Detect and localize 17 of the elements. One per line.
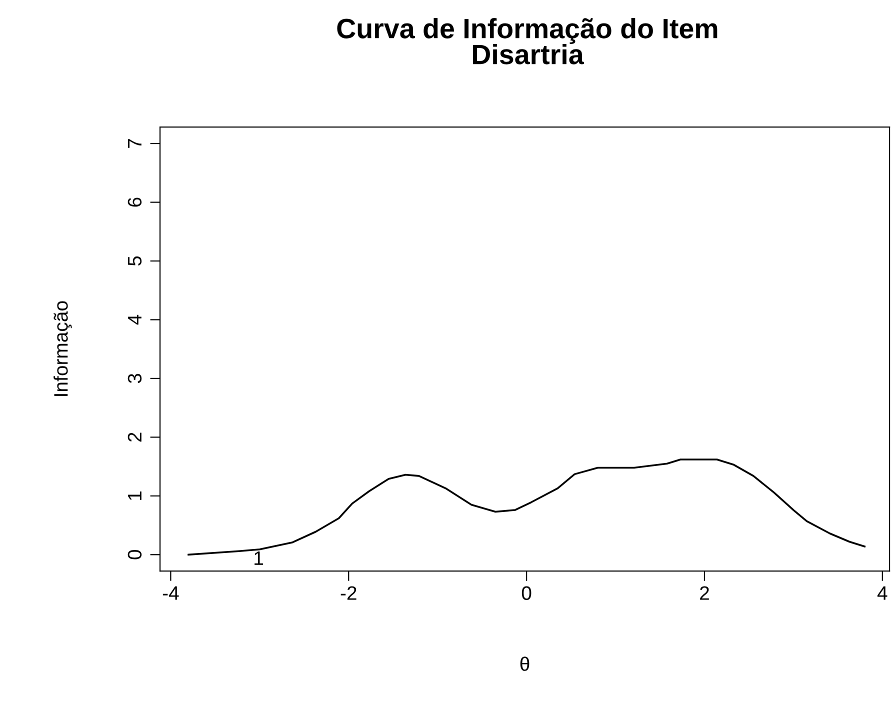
x-tick-label: 2 — [700, 586, 709, 600]
y-tick-label: 7 — [128, 139, 142, 148]
y-tick-label: 4 — [128, 314, 142, 325]
annotation: 1 — [254, 551, 263, 565]
y-tick-label: 3 — [128, 374, 142, 384]
y-tick-label: 6 — [128, 198, 142, 207]
y-tick-label: 1 — [128, 491, 142, 500]
y-axis-title: Informação — [54, 301, 72, 396]
y-tick-label: 2 — [128, 432, 142, 442]
x-tick-label: -4 — [162, 586, 179, 600]
x-tick-label: 0 — [522, 586, 532, 600]
y-tick-label: 0 — [128, 550, 142, 560]
x-tick-label: -2 — [340, 586, 356, 600]
x-tick-label: 4 — [877, 586, 888, 600]
chart-title: Curva de Informação do Item Disartria — [337, 18, 718, 64]
y-tick-label: 5 — [128, 256, 142, 266]
x-axis-title: θ — [520, 656, 530, 671]
